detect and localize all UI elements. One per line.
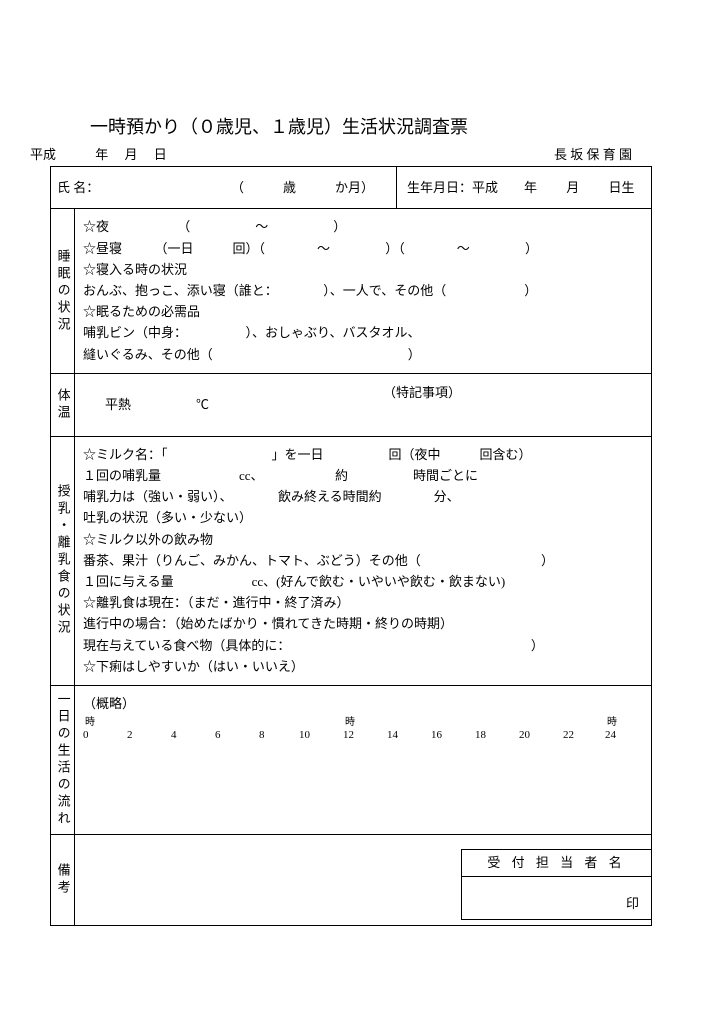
date-label: 年 月 日 (95, 147, 167, 162)
feed-line: 哺乳力は（強い・弱い）、 飲み終える時間約 分、 (83, 488, 643, 506)
tick: 18 (475, 728, 486, 743)
daily-summary: （概略） (83, 695, 643, 713)
tick: 12 (343, 728, 354, 743)
tick: 20 (519, 728, 530, 743)
feed-line: 進行中の場合：（始めたばかり・慣れてきた時期・終りの時期） (83, 615, 643, 633)
form-title: 一時預かり（０歳児、１歳児）生活状況調査票 (90, 115, 652, 140)
feed-line: 吐乳の状況（多い・少ない） (83, 509, 643, 527)
sleep-line: ☆寝入る時の状況 (83, 261, 643, 279)
feed-line: ☆ミルク名：「 」を一日 回（夜中 回含む） (83, 446, 643, 464)
reception-label: 受 付 担 当 者 名 (462, 850, 651, 877)
timeline: 時 時 時 0 2 4 6 8 10 12 14 16 18 20 22 24 (83, 716, 643, 744)
feed-line: 現在与えている食べ物（具体的に： ） (83, 637, 643, 655)
temp-content: 平熱 ℃ （特記事項） (75, 374, 651, 436)
tick: 2 (127, 728, 133, 743)
header-line: 平成 年 月 日 長 坂 保 育 園 (50, 146, 652, 166)
form-table: 氏 名： （ 歳 か月） 生年月日：平成 年 月 日生 睡眠の状況 ☆夜 （ ～… (50, 166, 652, 926)
era-label: 平成 (30, 147, 56, 162)
sleep-line: 哺乳ビン（中身： ）、おしゃぶり、バスタオル、 (83, 324, 643, 342)
side-daily: 一日の生活の流れ (51, 686, 75, 834)
tick: 14 (387, 728, 398, 743)
tick: 4 (171, 728, 177, 743)
feed-line: 番茶、果汁（りんご、みかん、トマト、ぶどう）その他（ ） (83, 552, 643, 570)
remarks-content: 受 付 担 当 者 名 印 (75, 835, 651, 925)
sleep-line: おんぶ、抱っこ、添い寝（誰と： ）、一人で、その他（ ） (83, 282, 643, 300)
tick: 16 (431, 728, 442, 743)
tick: 10 (299, 728, 310, 743)
daily-content: （概略） 時 時 時 0 2 4 6 8 10 12 14 16 18 20 2… (75, 686, 651, 834)
side-temp: 体温 (51, 374, 75, 436)
age-paren: （ 歳 か月） (231, 179, 374, 197)
feed-line: ☆離乳食は現在：（まだ・進行中・終了済み） (83, 594, 643, 612)
name-row: 氏 名： （ 歳 か月） 生年月日：平成 年 月 日生 (51, 167, 651, 208)
sleep-line: ☆昼寝 （一日 回）（ ～ ）（ ～ ） (83, 240, 643, 258)
tick: 24 (605, 728, 616, 743)
name-label: 氏 名： (57, 179, 99, 197)
sleep-content: ☆夜 （ ～ ） ☆昼寝 （一日 回）（ ～ ）（ ～ ） ☆寝入る時の状況 お… (75, 209, 651, 372)
temp-heinetsu: 平熱 ℃ (75, 374, 373, 436)
sleep-line: ☆眠るための必需品 (83, 303, 643, 321)
sleep-line: ☆夜 （ ～ ） (83, 218, 643, 236)
feed-line: １回の哺乳量 cc、 約 時間ごとに (83, 467, 643, 485)
tick: 22 (563, 728, 574, 743)
side-feeding: 授乳・離乳食の状況 (51, 437, 75, 685)
feed-line: １回に与える量 cc、(好んで飲む・いやいや飲む・飲まない) (83, 573, 643, 591)
seal-label: 印 (462, 877, 651, 919)
feeding-content: ☆ミルク名：「 」を一日 回（夜中 回含む） １回の哺乳量 cc、 約 時間ごと… (75, 437, 651, 685)
reception-box: 受 付 担 当 者 名 印 (461, 849, 651, 920)
side-remarks: 備考 (51, 835, 75, 925)
tick: 8 (259, 728, 265, 743)
temp-note: （特記事項） (373, 374, 651, 436)
feed-line: ☆下痢はしやすいか（はい・いいえ） (83, 658, 643, 676)
side-sleep: 睡眠の状況 (51, 209, 75, 372)
tick: 6 (215, 728, 221, 743)
tick: 0 (83, 728, 89, 743)
feed-line: ☆ミルク以外の飲み物 (83, 531, 643, 549)
dob-box: 生年月日：平成 年 月 日生 (396, 167, 651, 208)
sleep-line: 縫いぐるみ、その他（ ） (83, 346, 643, 364)
facility-label: 長 坂 保 育 園 (554, 146, 632, 164)
